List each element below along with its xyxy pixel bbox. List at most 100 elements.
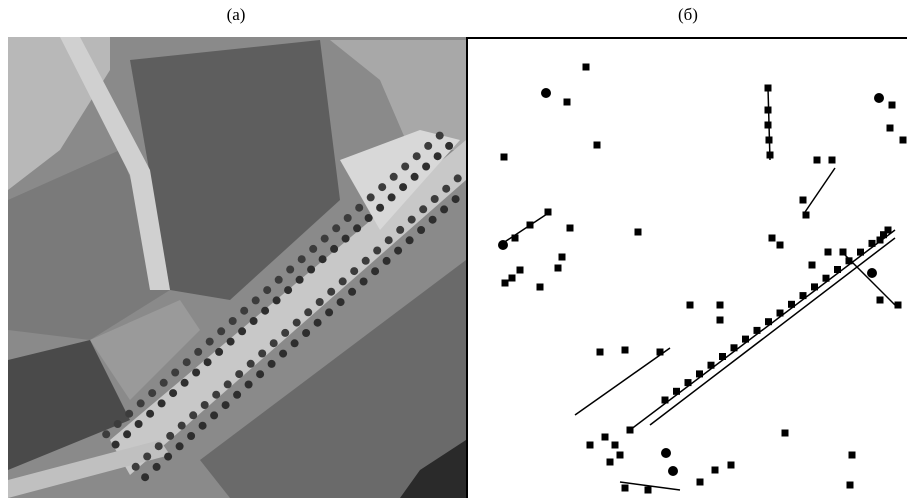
tree (224, 380, 232, 388)
tree (316, 298, 324, 306)
tree (247, 360, 255, 368)
point (645, 487, 652, 494)
tree (401, 163, 409, 171)
tree (440, 205, 448, 213)
tree (376, 204, 384, 212)
tree (215, 348, 223, 356)
tree (189, 411, 197, 419)
tree (183, 358, 191, 366)
point (502, 280, 509, 287)
tree (240, 307, 248, 315)
point (627, 427, 634, 434)
tree (342, 235, 350, 243)
tree (143, 453, 151, 461)
point (829, 157, 836, 164)
blob (668, 466, 678, 476)
tree (270, 339, 278, 347)
point (717, 302, 724, 309)
tree (141, 473, 149, 481)
tree (344, 214, 352, 222)
tree (204, 358, 212, 366)
tree (378, 183, 386, 191)
point (765, 107, 772, 114)
tree (206, 338, 214, 346)
tree (388, 193, 396, 201)
tree (314, 319, 322, 327)
tree (325, 308, 333, 316)
tree (332, 224, 340, 232)
tree (222, 401, 230, 409)
tree (158, 399, 166, 407)
tree (155, 442, 163, 450)
tree (394, 247, 402, 255)
point (788, 301, 795, 308)
point (564, 99, 571, 106)
tree (411, 173, 419, 181)
tree (166, 432, 174, 440)
blob (661, 448, 671, 458)
tree (192, 369, 200, 377)
tree (383, 257, 391, 265)
tree (367, 193, 375, 201)
tree (304, 308, 312, 316)
point (731, 344, 738, 351)
tree (227, 338, 235, 346)
tree (199, 422, 207, 430)
point (622, 485, 629, 492)
point (811, 283, 818, 290)
point (728, 462, 735, 469)
point (545, 209, 552, 216)
tree (348, 288, 356, 296)
point (847, 482, 854, 489)
point (537, 284, 544, 291)
tree (178, 422, 186, 430)
tree (123, 430, 131, 438)
tree (353, 224, 361, 232)
tree (263, 286, 271, 294)
point (877, 297, 884, 304)
tree (212, 391, 220, 399)
point (777, 242, 784, 249)
tree (250, 317, 258, 325)
tree (431, 195, 439, 203)
point (662, 397, 669, 404)
point (803, 212, 810, 219)
tree (339, 277, 347, 285)
point (687, 302, 694, 309)
point (685, 379, 692, 386)
point (673, 388, 680, 395)
point (765, 122, 772, 129)
tree (330, 245, 338, 253)
point (635, 229, 642, 236)
tree (298, 255, 306, 263)
tree (181, 379, 189, 387)
point (708, 362, 715, 369)
tree (291, 339, 299, 347)
tree (160, 379, 168, 387)
point (754, 327, 761, 334)
tree (171, 369, 179, 377)
point (809, 262, 816, 269)
point (765, 85, 772, 92)
point (617, 452, 624, 459)
tree (390, 173, 398, 181)
tree (365, 214, 373, 222)
blob (498, 240, 508, 250)
blob (867, 268, 877, 278)
tree (406, 236, 414, 244)
point (583, 64, 590, 71)
tree (279, 350, 287, 358)
point (527, 222, 534, 229)
point (602, 434, 609, 441)
tree (164, 453, 172, 461)
tree (302, 329, 310, 337)
tree (445, 142, 453, 150)
point (509, 275, 516, 282)
point (512, 235, 519, 242)
tree (125, 410, 133, 418)
tree (360, 278, 368, 286)
point (567, 225, 574, 232)
tree (429, 216, 437, 224)
point (719, 353, 726, 360)
tree (187, 432, 195, 440)
